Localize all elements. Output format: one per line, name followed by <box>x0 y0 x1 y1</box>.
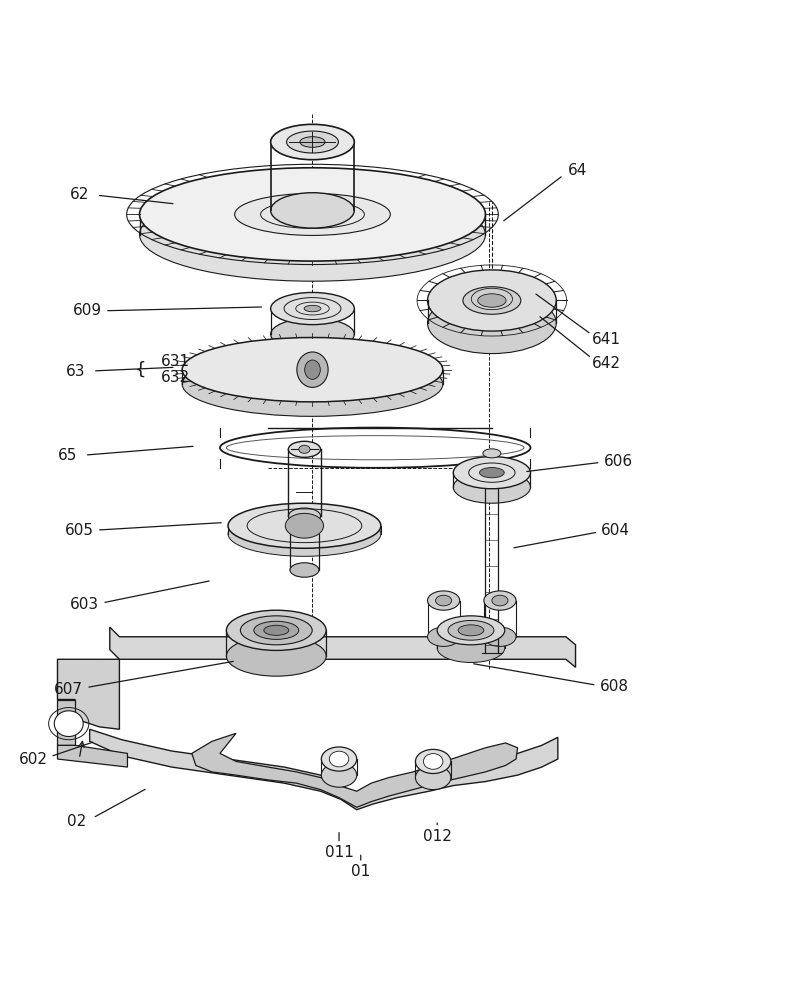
Polygon shape <box>90 729 558 810</box>
Text: 609: 609 <box>73 303 102 318</box>
Text: 605: 605 <box>65 523 94 538</box>
Ellipse shape <box>139 168 485 261</box>
Text: {: { <box>134 361 146 379</box>
Ellipse shape <box>271 193 354 228</box>
Ellipse shape <box>478 294 506 307</box>
Text: 62: 62 <box>70 187 89 202</box>
Ellipse shape <box>463 287 521 314</box>
Text: 631: 631 <box>161 354 190 369</box>
Text: 011: 011 <box>325 845 353 860</box>
Ellipse shape <box>437 616 505 645</box>
Ellipse shape <box>484 591 516 610</box>
Text: 607: 607 <box>54 682 83 697</box>
Ellipse shape <box>428 627 460 646</box>
Polygon shape <box>58 745 127 767</box>
Polygon shape <box>58 659 119 729</box>
Text: 012: 012 <box>423 829 452 844</box>
Ellipse shape <box>288 508 321 524</box>
Text: 602: 602 <box>19 752 48 767</box>
Ellipse shape <box>235 193 390 235</box>
Ellipse shape <box>139 188 485 281</box>
Ellipse shape <box>416 765 451 790</box>
Ellipse shape <box>322 747 356 771</box>
Ellipse shape <box>299 445 310 453</box>
Ellipse shape <box>428 591 460 610</box>
Ellipse shape <box>54 711 83 737</box>
Ellipse shape <box>424 754 443 769</box>
Text: 642: 642 <box>591 356 620 371</box>
Text: 01: 01 <box>351 864 370 879</box>
Ellipse shape <box>428 270 556 331</box>
Ellipse shape <box>300 137 325 147</box>
Ellipse shape <box>436 595 452 606</box>
Ellipse shape <box>428 292 556 354</box>
Text: 63: 63 <box>66 364 85 379</box>
Ellipse shape <box>454 471 531 503</box>
Ellipse shape <box>271 318 354 350</box>
Ellipse shape <box>454 457 531 489</box>
Ellipse shape <box>271 124 354 160</box>
Text: 608: 608 <box>599 679 629 694</box>
Ellipse shape <box>285 513 323 538</box>
Ellipse shape <box>287 131 339 153</box>
Text: 632: 632 <box>161 370 190 385</box>
Ellipse shape <box>254 621 299 639</box>
Ellipse shape <box>290 527 319 541</box>
Ellipse shape <box>271 292 354 325</box>
Ellipse shape <box>227 636 326 676</box>
Ellipse shape <box>290 563 319 577</box>
Polygon shape <box>192 733 518 807</box>
Ellipse shape <box>296 352 328 387</box>
Ellipse shape <box>228 503 381 548</box>
Ellipse shape <box>480 468 505 478</box>
Ellipse shape <box>261 200 364 228</box>
Ellipse shape <box>227 610 326 650</box>
Text: 02: 02 <box>67 814 87 829</box>
Ellipse shape <box>322 763 356 787</box>
Ellipse shape <box>305 360 320 379</box>
Polygon shape <box>110 627 576 667</box>
Ellipse shape <box>330 751 349 767</box>
Ellipse shape <box>492 595 508 606</box>
Text: 606: 606 <box>603 454 633 469</box>
Ellipse shape <box>182 352 443 416</box>
Ellipse shape <box>458 625 484 636</box>
Text: 64: 64 <box>569 163 587 178</box>
Ellipse shape <box>182 338 443 402</box>
Ellipse shape <box>264 625 288 635</box>
Text: 603: 603 <box>70 597 100 612</box>
Text: 65: 65 <box>58 448 77 463</box>
Text: 641: 641 <box>591 332 620 347</box>
Ellipse shape <box>437 634 505 662</box>
Ellipse shape <box>304 305 321 312</box>
Ellipse shape <box>416 749 451 774</box>
Ellipse shape <box>484 627 516 646</box>
Ellipse shape <box>483 449 501 458</box>
Ellipse shape <box>288 441 321 457</box>
Ellipse shape <box>448 620 494 640</box>
Ellipse shape <box>228 511 381 556</box>
Polygon shape <box>58 700 75 745</box>
Ellipse shape <box>241 616 312 645</box>
Text: 604: 604 <box>601 523 630 538</box>
